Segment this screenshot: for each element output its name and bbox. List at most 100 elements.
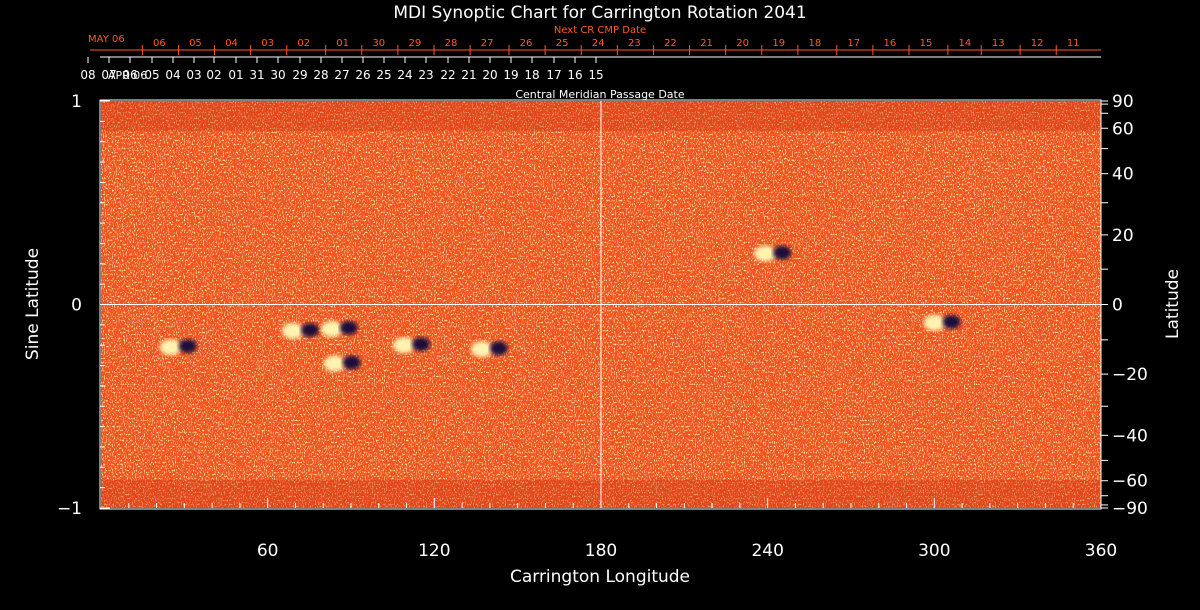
cmp-date-label: 19 — [503, 68, 518, 82]
next-cmp-date-label: 14 — [959, 38, 972, 49]
cmp-date-label: 02 — [206, 68, 221, 82]
next-cmp-date-label: 12 — [1031, 38, 1044, 49]
cmp-date-label: 04 — [165, 68, 180, 82]
next-cmp-date-label: 05 — [189, 38, 202, 49]
x-tick-label: 300 — [918, 541, 950, 561]
next-cmp-axis-label: Next CR CMP Date — [554, 25, 646, 36]
y-right-tick-label: 40 — [1112, 165, 1134, 185]
y-right-tick-label: −60 — [1112, 472, 1148, 492]
next-cmp-date-label: 21 — [700, 38, 713, 49]
grid-lines — [101, 101, 1101, 508]
next-cmp-date-label: 26 — [520, 38, 533, 49]
next-cmp-date-label: 13 — [992, 38, 1005, 49]
next-cmp-date-label: 30 — [372, 38, 385, 49]
positive-polarity-patch — [320, 320, 343, 337]
cmp-date-label: 23 — [418, 68, 433, 82]
positive-polarity-patch — [282, 322, 304, 339]
negative-polarity-patch — [301, 322, 319, 337]
cmp-date-label: 17 — [546, 68, 561, 82]
positive-polarity-patch — [470, 341, 493, 358]
next-cmp-date-label: 18 — [809, 38, 822, 49]
cmp-date-label: 18 — [524, 68, 539, 82]
y-left-axis-label: Sine Latitude — [23, 248, 43, 360]
y-right-tick-label: −20 — [1112, 365, 1148, 385]
cmp-date-label: 29 — [292, 68, 307, 82]
y-left-tick-label: 0 — [71, 296, 82, 316]
x-tick-label: 120 — [418, 541, 450, 561]
cmp-date-label: 08 — [80, 68, 95, 82]
next-cmp-date-label: 25 — [556, 38, 569, 49]
x-tick-label: 360 — [1085, 541, 1117, 561]
y-left-tick-label: −1 — [57, 499, 82, 519]
x-axis-ticks: 60 120 180 240 300 360 — [128, 498, 1117, 561]
cmp-axis-label: Central Meridian Passage Date — [515, 88, 684, 101]
x-axis-label: Carrington Longitude — [510, 567, 690, 587]
y-right-tick-label: −90 — [1112, 499, 1148, 519]
active-region — [282, 322, 319, 339]
y-right-axis-label: Latitude — [1163, 269, 1183, 339]
next-cmp-date-label: 22 — [664, 38, 677, 49]
y-left-tick-label: 1 — [71, 92, 82, 112]
active-region — [923, 314, 961, 331]
y-right-tick-label: 20 — [1112, 226, 1134, 246]
cmp-ticks: 08 07 06 05 04 03 02 01 31 30 29 28 27 26 25 24 23 22 21 20… — [80, 57, 604, 82]
next-cmp-month-label: MAY 06 — [88, 34, 125, 45]
active-region — [320, 320, 358, 337]
negative-polarity-patch — [942, 314, 961, 329]
active-region — [159, 339, 197, 356]
positive-polarity-patch — [923, 314, 946, 331]
x-tick-label: 180 — [585, 541, 617, 561]
next-cmp-date-label: 15 — [920, 38, 933, 49]
y-right-tick-label: 90 — [1112, 92, 1134, 112]
next-cmp-date-label: 23 — [628, 38, 641, 49]
next-cmp-date-label: 29 — [409, 38, 422, 49]
y-left-axis-ticks: 1 0 −1 — [57, 92, 110, 519]
negative-polarity-patch — [342, 355, 361, 370]
y-right-tick-label: 60 — [1112, 119, 1134, 139]
cmp-date-label: 21 — [461, 68, 476, 82]
cmp-date-label: 22 — [440, 68, 455, 82]
active-region — [323, 355, 361, 372]
y-right-axis-ticks: 90 60 40 20 0 −20 −40 −60 −90 — [1101, 92, 1148, 519]
negative-polarity-patch — [412, 337, 431, 352]
cmp-date-label: 28 — [313, 68, 328, 82]
cmp-date-label: 06 — [122, 68, 137, 82]
x-tick-label: 60 — [257, 541, 279, 561]
active-regions — [159, 245, 961, 372]
y-right-tick-label: −40 — [1112, 426, 1148, 446]
next-cmp-date-label: 20 — [736, 38, 749, 49]
next-cmp-ticks: 06 05 04 03 02 01 30 29 28 27 26 25 24 23 22 21 20 19 18 17… — [141, 38, 1080, 55]
next-cmp-date-label: 16 — [884, 38, 897, 49]
next-cmp-date-label: 03 — [261, 38, 274, 49]
cmp-date-label: 01 — [228, 68, 243, 82]
positive-polarity-patch — [754, 245, 777, 262]
positive-polarity-patch — [323, 355, 346, 372]
cmp-date-label: 16 — [567, 68, 582, 82]
active-region — [393, 337, 431, 354]
positive-polarity-patch — [159, 339, 182, 356]
cmp-date-label: 27 — [334, 68, 349, 82]
cmp-date-label: 24 — [397, 68, 412, 82]
chart-title: MDI Synoptic Chart for Carrington Rotati… — [393, 3, 806, 23]
cmp-date-label: 20 — [482, 68, 497, 82]
cmp-date-label: 03 — [186, 68, 201, 82]
cmp-date-label: 30 — [270, 68, 285, 82]
y-right-tick-label: 0 — [1112, 296, 1123, 316]
next-cmp-date-label: 11 — [1067, 38, 1080, 49]
negative-polarity-patch — [178, 339, 197, 354]
next-cmp-date-label: 27 — [481, 38, 494, 49]
next-cmp-date-label: 28 — [445, 38, 458, 49]
x-tick-label: 240 — [751, 541, 783, 561]
negative-polarity-patch — [773, 245, 792, 260]
positive-polarity-patch — [393, 337, 416, 354]
cmp-month-label: APR 06 — [108, 69, 147, 82]
next-cmp-date-label: 04 — [225, 38, 238, 49]
cmp-date-label: 15 — [588, 68, 603, 82]
next-cmp-date-label: 02 — [297, 38, 310, 49]
negative-polarity-patch — [489, 341, 508, 356]
cmp-date-label: 26 — [355, 68, 370, 82]
next-cmp-date-label: 01 — [336, 38, 349, 49]
negative-polarity-patch — [339, 320, 358, 335]
next-cmp-date-label: 19 — [772, 38, 785, 49]
